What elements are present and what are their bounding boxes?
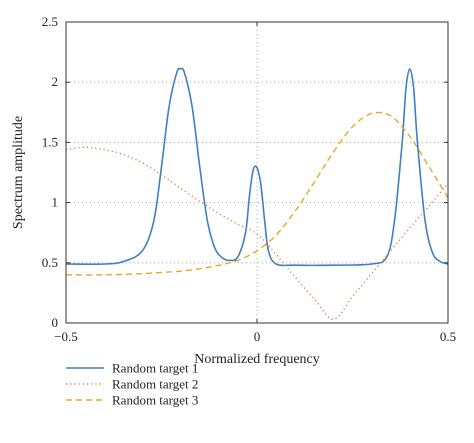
y-tick-label: 0.5: [42, 255, 58, 270]
y-tick-label: 1: [52, 195, 59, 210]
axis-ticks: 00.511.522.5−0.5 0 0.5: [42, 14, 456, 344]
y-tick-label: 0: [52, 315, 59, 330]
x-tick-label: 0.5: [440, 329, 456, 344]
legend-label-2: Random target 2: [112, 377, 198, 392]
y-tick-label: 2.5: [42, 14, 58, 29]
series-line-2: [65, 146, 449, 321]
legend-label-1: Random target 1: [112, 361, 198, 376]
series-line-1: [65, 67, 449, 267]
y-tick-label: 1.5: [42, 134, 58, 149]
legend-label-3: Random target 3: [112, 393, 198, 408]
y-tick-label: 2: [52, 74, 59, 89]
grid-lines: [66, 22, 448, 323]
x-tick-label: −0.5: [54, 329, 78, 344]
x-axis-label: Normalized frequency: [194, 352, 320, 367]
x-tick-label: 0: [254, 329, 261, 344]
series-lines: [65, 67, 449, 321]
plot-frame: [65, 21, 449, 324]
series-line-3: [65, 111, 449, 276]
y-axis-label: Spectrum amplitude: [11, 116, 26, 229]
